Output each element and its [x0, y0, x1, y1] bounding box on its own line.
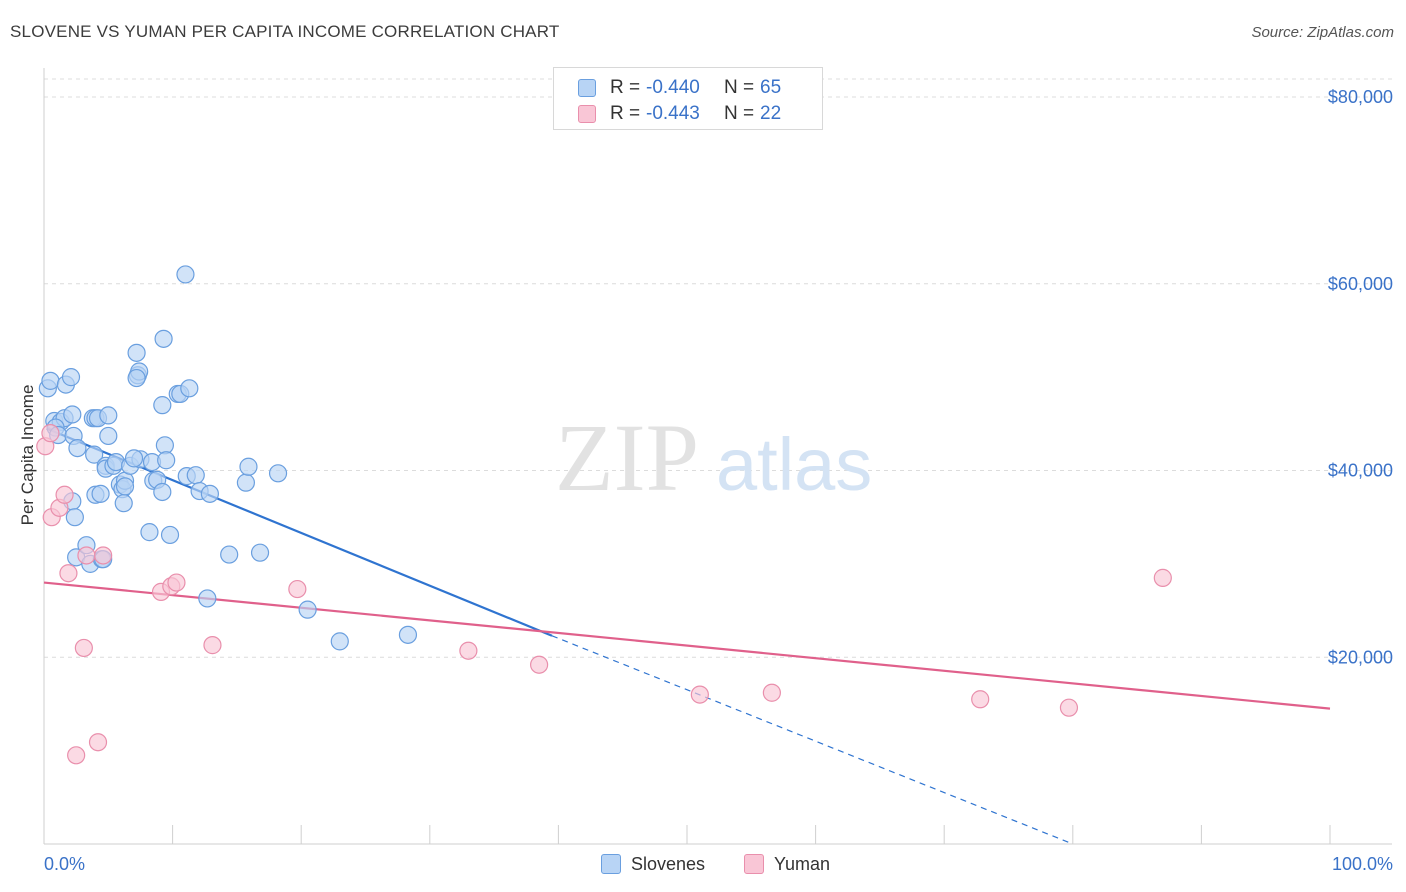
y-tick-label: $40,000 — [1328, 461, 1393, 481]
point-yuman-7 — [74, 638, 93, 658]
point-slovenes-22 — [91, 484, 110, 503]
point-slovenes-37 — [127, 343, 146, 362]
point-yuman-20 — [971, 690, 990, 709]
point-slovenes-56 — [180, 379, 199, 398]
point-slovenes-11 — [68, 438, 87, 458]
source-label: Source: ZipAtlas.com — [1251, 24, 1394, 41]
point-yuman-4 — [55, 485, 74, 504]
r-label: R = — [610, 77, 641, 98]
r-value-yuman: -0.443 — [646, 103, 700, 124]
point-yuman-16 — [459, 641, 478, 660]
y-tick-label: $60,000 — [1328, 274, 1393, 294]
point-slovenes-69 — [398, 625, 418, 644]
point-yuman-6 — [67, 746, 86, 765]
point-slovenes-13 — [65, 508, 84, 527]
point-yuman-22 — [1153, 568, 1172, 587]
y-tick-label: $20,000 — [1328, 647, 1393, 667]
legend-label-yuman: Yuman — [774, 853, 831, 874]
point-slovenes-66 — [268, 464, 288, 483]
slovenes-swatch — [601, 854, 621, 874]
trend-line-extension-slovenes — [551, 635, 1074, 845]
point-slovenes-62 — [220, 545, 239, 564]
point-yuman-15 — [288, 579, 307, 599]
y-tick-label: $80,000 — [1328, 87, 1393, 107]
x-tick-label-max: 100.0% — [1332, 854, 1393, 874]
point-yuman-9 — [88, 733, 108, 752]
point-yuman-19 — [762, 683, 781, 702]
axes — [43, 68, 1392, 845]
point-yuman-1 — [41, 424, 60, 443]
point-yuman-14 — [203, 636, 222, 655]
point-slovenes-67 — [298, 600, 317, 619]
point-slovenes-55 — [176, 265, 195, 284]
point-slovenes-58 — [186, 466, 205, 485]
point-slovenes-60 — [200, 484, 219, 503]
data-points — [36, 265, 1172, 765]
point-slovenes-52 — [160, 525, 180, 545]
point-slovenes-1 — [41, 371, 60, 390]
point-yuman-18 — [690, 685, 709, 704]
point-slovenes-51 — [153, 482, 172, 502]
point-yuman-10 — [94, 546, 113, 565]
bottom-legend-yuman: Yuman — [744, 852, 830, 876]
point-slovenes-44 — [153, 396, 172, 415]
bottom-legend-slovenes: Slovenes — [601, 852, 705, 876]
slovenes-swatch — [578, 79, 596, 97]
point-slovenes-24 — [99, 406, 118, 425]
point-slovenes-34 — [114, 494, 133, 513]
point-slovenes-39 — [124, 449, 144, 468]
point-slovenes-61 — [198, 589, 217, 608]
point-slovenes-65 — [250, 543, 270, 562]
yuman-swatch — [744, 854, 764, 874]
point-slovenes-42 — [127, 368, 146, 388]
point-yuman-13 — [167, 573, 186, 592]
point-slovenes-45 — [154, 329, 173, 348]
n-label: N = — [724, 77, 755, 98]
point-yuman-21 — [1059, 698, 1079, 717]
watermark-zip: ZIP — [555, 404, 699, 511]
legend-row-slovenes: R = -0.440 N = 65 — [578, 76, 781, 100]
point-slovenes-68 — [330, 632, 349, 651]
r-label: R = — [610, 103, 641, 124]
point-slovenes-63 — [236, 473, 256, 492]
point-yuman-17 — [530, 655, 549, 674]
point-slovenes-48 — [140, 523, 159, 542]
point-slovenes-25 — [99, 426, 118, 446]
n-label: N = — [724, 103, 755, 124]
point-yuman-8 — [77, 546, 96, 565]
y-axis-title: Per Capita Income — [18, 385, 37, 526]
legend-label-slovenes: Slovenes — [631, 853, 706, 874]
point-slovenes-20 — [85, 445, 104, 464]
watermark-atlas: atlas — [716, 423, 872, 506]
correlation-legend: R = -0.440 N = 65 R = -0.443 N = 22 — [553, 67, 823, 130]
legend-row-yuman: R = -0.443 N = 22 — [578, 102, 781, 126]
point-slovenes-47 — [157, 451, 176, 470]
yuman-swatch — [578, 105, 596, 123]
chart-title: SLOVENE VS YUMAN PER CAPITA INCOME CORRE… — [10, 22, 560, 41]
n-value-slovenes: 65 — [760, 77, 782, 98]
x-tick-label-min: 0.0% — [44, 854, 85, 874]
r-value-slovenes: -0.440 — [646, 77, 700, 98]
point-slovenes-8 — [61, 368, 81, 387]
point-slovenes-9 — [63, 405, 82, 424]
gridlines — [44, 78, 1392, 658]
point-slovenes-36 — [115, 477, 135, 496]
point-slovenes-64 — [239, 457, 258, 476]
trend-line-yuman — [43, 581, 1331, 710]
n-value-yuman: 22 — [760, 103, 782, 124]
tick-labels: $20,000 $40,000 $60,000 $80,000 — [1328, 87, 1393, 667]
point-yuman-5 — [59, 564, 78, 583]
